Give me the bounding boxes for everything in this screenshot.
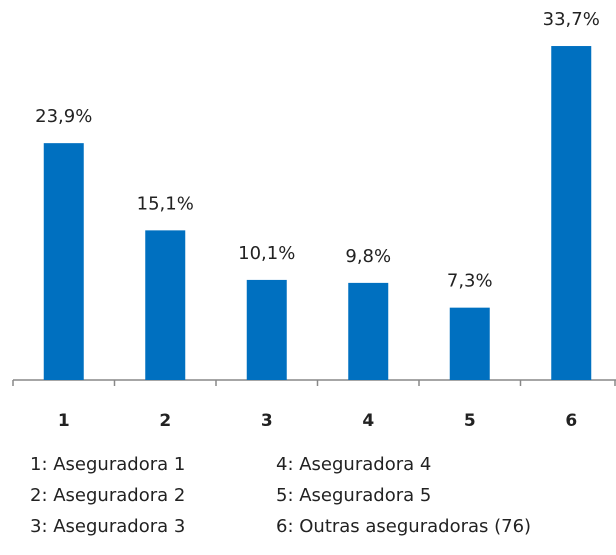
value-label: 9,8% [345, 246, 391, 267]
bar [145, 230, 186, 380]
value-label: 23,9% [35, 106, 92, 127]
x-tick-label: 2 [159, 411, 171, 431]
x-tick-label: 5 [464, 411, 476, 431]
x-tick-label: 3 [261, 411, 273, 431]
legend-entry: 6: Outras aseguradoras (76) [276, 516, 531, 537]
x-tick-label: 6 [565, 411, 577, 431]
legend-entry: 2: Aseguradora 2 [30, 485, 185, 506]
value-label: 15,1% [137, 193, 194, 214]
legend-entry: 1: Aseguradora 1 [30, 454, 185, 475]
value-label: 33,7% [543, 9, 600, 30]
bar [348, 282, 389, 380]
value-label: 10,1% [238, 243, 295, 264]
x-tick-label: 4 [362, 411, 374, 431]
legend-entry: 4: Aseguradora 4 [276, 454, 431, 475]
x-tick-label: 1 [58, 411, 70, 431]
bar [449, 307, 490, 380]
bar [246, 279, 287, 380]
legend-entry: 5: Aseguradora 5 [276, 485, 431, 506]
legend-entry: 3: Aseguradora 3 [30, 516, 185, 537]
bar [551, 46, 592, 381]
bar [43, 143, 84, 380]
value-label: 7,3% [447, 271, 493, 292]
